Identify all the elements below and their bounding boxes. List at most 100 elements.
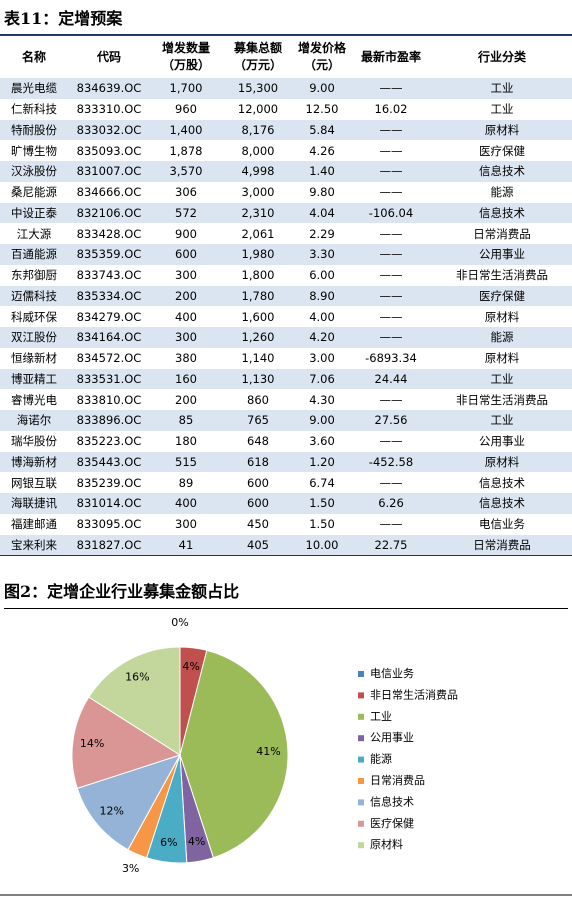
table-cell: 工业 (490, 371, 514, 386)
table-cell: 迈儒科技 (11, 288, 57, 303)
table-cell: 睿博光电 (11, 392, 57, 407)
table-cell: 江大源 (16, 226, 52, 241)
slice-label: 4% (188, 835, 205, 848)
table-cell: 网银互联 (11, 475, 57, 490)
table-cell: 4.26 (309, 143, 335, 158)
table-row: 汉泳股份 831007.OC 3,570 4,998 1.40 —— 信息技术 (0, 161, 572, 182)
table-cell: —— (379, 143, 403, 158)
table-cell: 833531.OC (76, 371, 142, 386)
header-cell: 增发价格（元） (297, 41, 346, 72)
table-cell: —— (379, 226, 403, 241)
pie-slice (76, 754, 182, 851)
legend-label: 日常消费品 (370, 773, 425, 787)
table-row: 恒缘新材 834572.OC 380 1,140 3.00 -6893.34 原材料 (0, 348, 572, 369)
table-cell: 4.20 (309, 330, 335, 345)
slice-label: 41% (256, 745, 280, 758)
legend-label: 工业 (370, 710, 392, 723)
table-cell: —— (379, 288, 403, 303)
table-cell: 833310.OC (76, 102, 142, 117)
header-cell: 代码 (96, 49, 121, 64)
table-cell: -106.04 (368, 205, 414, 220)
header-cell: 募集总额（万元） (233, 41, 282, 72)
table-cell: 信息技术 (479, 205, 525, 220)
table-cell: 834639.OC (76, 81, 142, 96)
chart: 0% 4% 41% 4% 6% 3% 12% 14% 16% 电信业务非日常生活消费品工业公用事业… (0, 616, 572, 896)
table-row: 网银互联 835239.OC 89 600 6.74 —— 信息技术 (0, 472, 572, 493)
table-cell: 博亚精工 (11, 371, 57, 386)
table-cell: 600 (247, 496, 269, 511)
table-cell: -6893.34 (365, 351, 417, 366)
table-cell: —— (379, 475, 403, 490)
table-cell: —— (379, 309, 403, 324)
table-cell: 900 (175, 226, 197, 241)
table-cell: 22.75 (374, 537, 408, 552)
table-cell: 860 (247, 392, 269, 407)
table-row: 科威环保 834279.OC 400 1,600 4.00 —— 原材料 (0, 306, 572, 327)
header-row: 名称 代码 增发数量（万股） 募集总额（万元） 增发价格（元） 最新市盈率 行业分类 (0, 35, 572, 78)
table-cell: 4.30 (309, 392, 335, 407)
table-row: 仁新科技 833310.OC 960 12,000 12.50 16.02 工业 (0, 99, 572, 120)
legend-swatch (358, 842, 364, 849)
table-cell: 765 (247, 413, 269, 428)
table-row: 福建邮通 833095.OC 300 450 1.50 —— 电信业务 (0, 514, 572, 535)
table-row: 桑尼能源 834666.OC 306 3,000 9.80 —— 能源 (0, 182, 572, 203)
header-cell: 最新市盈率 (360, 49, 421, 64)
legend-swatch (358, 735, 364, 742)
table-cell: 835359.OC (76, 247, 142, 262)
legend-swatch (358, 756, 364, 763)
table-cell: 832106.OC (76, 205, 142, 220)
table-row: 百通能源 835359.OC 600 1,980 3.30 —— 公用事业 (0, 244, 572, 265)
table-cell: 3.30 (309, 247, 335, 262)
table-cell: 原材料 (484, 122, 520, 137)
table-cell: 百通能源 (11, 247, 57, 262)
table-cell: 仁新科技 (11, 102, 57, 117)
table-cell: —— (379, 164, 403, 179)
table-cell: 833428.OC (76, 226, 142, 241)
table-cell: 4,998 (241, 164, 275, 179)
table-cell: 非日常生活消费品 (456, 268, 548, 283)
table-cell: 中设正泰 (11, 205, 57, 220)
table-cell: 648 (247, 434, 269, 449)
legend-label: 电信业务 (370, 667, 414, 680)
table-cell: 15,300 (237, 81, 279, 96)
legend-swatch (358, 799, 364, 806)
table-cell: 405 (247, 537, 269, 552)
legend-swatch (358, 692, 364, 699)
table-cell: 9.00 (309, 413, 335, 428)
table-cell: 3.00 (309, 351, 335, 366)
table-cell: 非日常生活消费品 (456, 392, 548, 407)
table-cell: —— (379, 330, 403, 345)
legend-swatch (358, 820, 364, 827)
table-cell: 1,878 (169, 143, 203, 158)
table-cell: 380 (175, 351, 197, 366)
table-cell: 1,130 (241, 371, 275, 386)
table-cell: 桑尼能源 (11, 185, 57, 200)
table-cell: 835334.OC (76, 288, 142, 303)
table-row: 睿博光电 833810.OC 200 860 4.30 —— 非日常生活消费品 (0, 389, 572, 410)
table-cell: 1,140 (241, 351, 275, 366)
table-cell: 400 (175, 496, 197, 511)
table-cell: 160 (175, 371, 197, 386)
table-row: 旷博生物 835093.OC 1,878 8,000 4.26 —— 医疗保健 (0, 140, 572, 161)
table-cell: 原材料 (484, 351, 520, 366)
slice-label: 12% (100, 804, 124, 817)
table-cell: 10.00 (305, 537, 339, 552)
table-cell: 2,061 (241, 226, 275, 241)
table-cell: 公用事业 (479, 247, 525, 262)
legend-swatch (358, 778, 364, 784)
table-cell: —— (379, 81, 403, 96)
table-cell: 300 (175, 268, 197, 283)
table-cell: 工业 (490, 102, 514, 117)
table-title: 表11：定增预案 (4, 9, 123, 28)
table-cell: 电信业务 (479, 517, 525, 532)
table-cell: —— (379, 392, 403, 407)
table-cell: 450 (247, 517, 269, 532)
table-cell: 2,310 (241, 205, 275, 220)
table-cell: 400 (175, 309, 197, 324)
pie-slice (71, 696, 182, 790)
table-cell: 1,800 (241, 268, 275, 283)
slice-label: 14% (80, 737, 104, 750)
table-cell: 300 (175, 330, 197, 345)
table-cell: 东邦御厨 (11, 268, 57, 283)
table-cell: 8.90 (309, 288, 335, 303)
